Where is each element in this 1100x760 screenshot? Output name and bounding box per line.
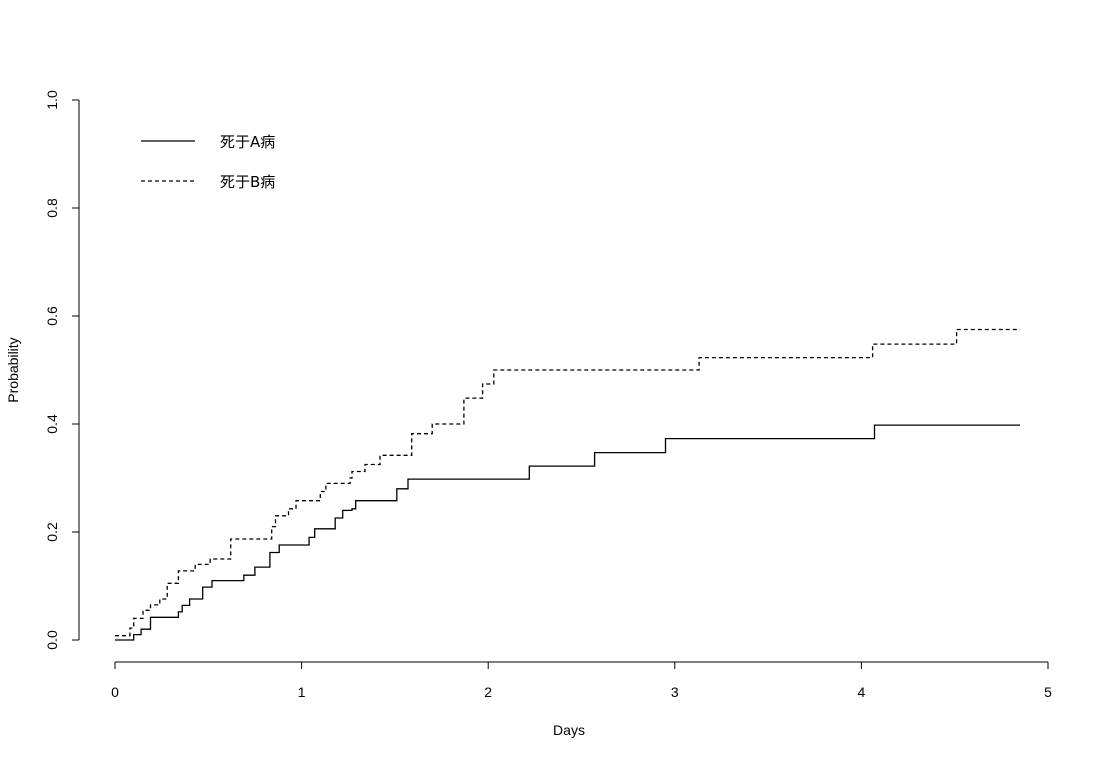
x-tick-label: 2 [484, 684, 492, 700]
y-tick-label: 0.4 [44, 414, 60, 434]
x-tick-label: 0 [111, 684, 119, 700]
axes: 0 1 2 3 4 5 0.0 0.2 0.4 0.6 0.8 1.0 [44, 90, 1052, 700]
series-line-2 [115, 328, 1020, 637]
y-tick-label: 0.2 [44, 522, 60, 542]
y-tick-label: 1.0 [44, 90, 60, 110]
x-axis-title: Days [553, 722, 585, 738]
y-tick-label: 0.6 [44, 306, 60, 326]
x-tick-label: 4 [858, 684, 866, 700]
legend-label-2: 死于B病 [220, 173, 275, 191]
x-tick-label: 5 [1044, 684, 1052, 700]
series-layer [115, 328, 1020, 641]
y-tick-label: 0.0 [44, 630, 60, 650]
legend-label-1: 死于A病 [220, 133, 275, 151]
x-tick-label: 3 [671, 684, 679, 700]
x-tick-label: 1 [298, 684, 306, 700]
series-line-1 [115, 424, 1020, 641]
y-axis-title: Probability [5, 337, 21, 402]
y-tick-label: 0.8 [44, 198, 60, 218]
